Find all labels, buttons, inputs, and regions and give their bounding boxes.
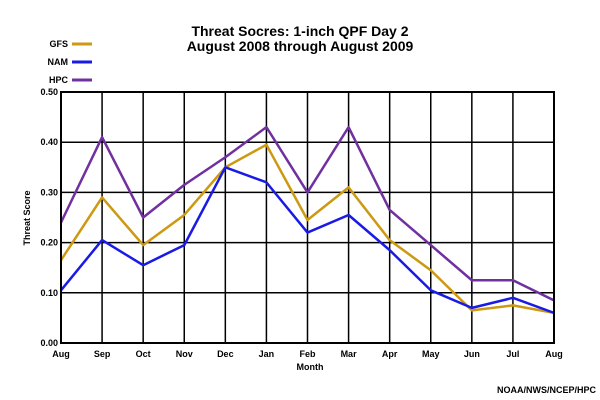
x-axis-ticks: Aug Sep Oct Nov Dec Jan Feb Mar Apr May Jun Jul Aug xyxy=(52,349,563,359)
x-tick-label: May xyxy=(422,349,440,359)
y-tick-label: 0.40 xyxy=(40,137,58,147)
x-tick-label: Feb xyxy=(299,349,316,359)
legend-label-gfs: GFS xyxy=(49,39,68,49)
chart-title-line2: August 2008 through August 2009 xyxy=(187,38,414,54)
x-tick-label: Nov xyxy=(176,349,193,359)
x-tick-label: Jan xyxy=(259,349,275,359)
plot-frame xyxy=(60,91,555,344)
x-tick-label: Jul xyxy=(506,349,519,359)
legend: GFS NAM HPC xyxy=(48,39,92,85)
x-tick-label: Sep xyxy=(94,349,111,359)
x-tick-label: Aug xyxy=(545,349,563,359)
credit-text: NOAA/NWS/NCEP/HPC xyxy=(497,385,597,395)
series-line-nam xyxy=(60,166,555,315)
y-tick-label: 0.30 xyxy=(40,187,58,197)
series-line-hpc xyxy=(59,125,555,302)
y-axis-ticks: 0.00 0.10 0.20 0.30 0.40 0.50 xyxy=(40,87,58,348)
y-tick-label: 0.20 xyxy=(40,238,58,248)
x-tick-label: Oct xyxy=(136,349,151,359)
x-axis-label: Month xyxy=(297,362,324,372)
chart-title-line1: Threat Socres: 1-inch QPF Day 2 xyxy=(191,23,408,39)
y-tick-label: 0.00 xyxy=(40,338,58,348)
y-tick-label: 0.10 xyxy=(40,288,58,298)
x-tick-label: Mar xyxy=(341,349,358,359)
x-tick-label: Jun xyxy=(464,349,480,359)
series-line-gfs xyxy=(59,143,555,315)
x-tick-label: Aug xyxy=(52,349,70,359)
legend-label-hpc: HPC xyxy=(49,75,69,85)
y-tick-label: 0.50 xyxy=(40,87,58,97)
series-lines xyxy=(59,125,555,315)
legend-label-nam: NAM xyxy=(48,57,69,67)
x-tick-label: Apr xyxy=(382,349,398,359)
y-axis-label: Threat Score xyxy=(22,190,32,245)
x-tick-label: Dec xyxy=(217,349,234,359)
